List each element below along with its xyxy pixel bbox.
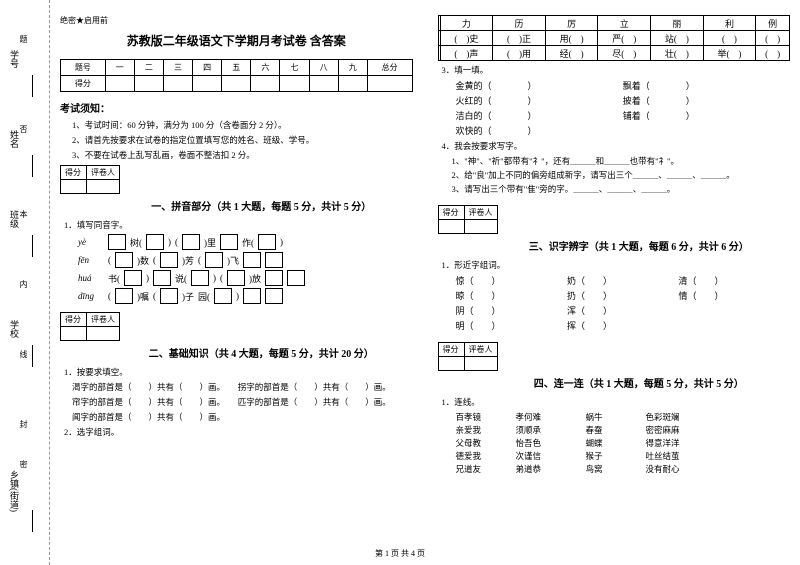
page-footer: 第 1 页 共 4 页 [0, 548, 800, 559]
notice-item: 3、不要在试卷上乱写乱画，卷面不整洁扣 2 分。 [72, 149, 413, 161]
fill-line: 渴字的部首是（ ）共有（ ）画。 拐字的部首是（ ）共有（ ）画。 [72, 381, 413, 393]
fill-line: 帘字的部首是（ ）共有（ ）画。 匹字的部首是（ ）共有（ ）画。 [72, 396, 413, 408]
secret-label: 绝密★启用前 [60, 15, 413, 26]
fill-line: 1、"神"、"祈"都带有"礻"，还有＿＿＿和＿＿＿也带有"礻"。 [452, 155, 791, 167]
score-table: 题号 一 二 三 四 五 六 七 八 九 总分 得分 [60, 59, 413, 92]
side-label: 乡镇(街道) [8, 470, 21, 512]
side-label: 学号 [8, 50, 21, 68]
question-label: 4．我会按要求写字。 [442, 140, 791, 152]
question-label: 2．选字组词。 [64, 426, 413, 438]
binding-margin: 学号 题 姓名 否 班级 本 内 学校 线 封 乡镇(街道) 密 [0, 0, 50, 565]
question-label: 1．形近字组词。 [442, 259, 791, 271]
section-4-title: 四、连一连（共 1 大题，每题 5 分，共计 5 分） [488, 375, 791, 390]
notice-heading: 考试须知： [60, 100, 413, 115]
question-label: 1．按要求填空。 [64, 366, 413, 378]
score-minibox: 得分评卷人 [60, 312, 120, 341]
score-minibox: 得分评卷人 [60, 165, 120, 194]
notice-item: 1、考试时间：60 分钟，满分为 100 分（含卷面分 2 分）。 [72, 119, 413, 131]
fill-line: 3、请写出三个带有"隹"旁的字。＿＿＿、＿＿＿、＿＿＿。 [452, 183, 791, 195]
fill-line: 闻字的部首是（ ）共有（ ）画。 [72, 411, 413, 423]
section-2-title: 二、基础知识（共 4 大题，每题 5 分，共计 20 分） [110, 345, 413, 360]
score-minibox: 得分评卷人 [438, 342, 498, 371]
section-1-title: 一、拼音部分（共 1 大题，每题 5 分，共计 5 分） [110, 198, 413, 213]
question-label: 3．填一填。 [442, 64, 791, 76]
paper-title: 苏教版二年级语文下学期月考试卷 含答案 [60, 32, 413, 49]
score-minibox: 得分评卷人 [438, 205, 498, 234]
char-choice-table: 力 历 厉 立 丽 利 例 ( )史( )正用( )严( )站( )( )( )… [438, 15, 791, 61]
question-label: 1．连线。 [442, 396, 791, 408]
question-label: 1．填写同音字。 [64, 219, 413, 231]
section-3-title: 三、识字辨字（共 1 大题，每题 6 分，共计 6 分） [488, 238, 791, 253]
side-label: 学校 [8, 320, 21, 338]
pinyin-fill-area: yè树()()里作()fēn()数()芳()飞huá书()说()()放dīng(… [60, 234, 413, 304]
fill-line: 2、给"良"加上不同的偏旁组成新字，请写出三个＿＿＿、＿＿＿、＿＿＿。 [452, 169, 791, 181]
notice-item: 2、请首先按要求在试卷的指定位置填写您的姓名、班级、学号。 [72, 134, 413, 146]
left-column: 绝密★启用前 苏教版二年级语文下学期月考试卷 含答案 题号 一 二 三 四 五 … [60, 15, 413, 540]
right-column: 力 历 厉 立 丽 利 例 ( )史( )正用( )严( )站( )( )( )… [438, 15, 791, 540]
